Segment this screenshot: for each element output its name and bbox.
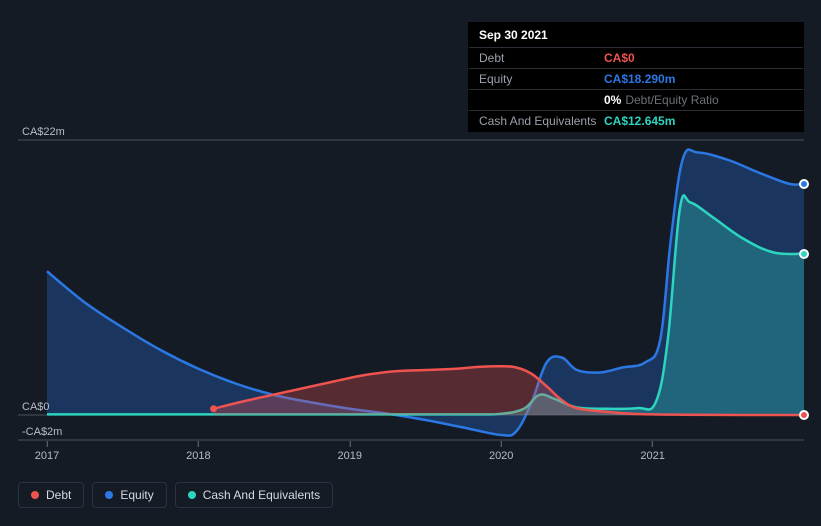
tooltip-label: Debt <box>479 51 604 65</box>
x-axis-tick: 2021 <box>640 441 664 462</box>
tooltip-row: DebtCA$0 <box>469 48 803 69</box>
y-axis-label: -CA$2m <box>22 426 62 438</box>
tooltip-row: Cash And EquivalentsCA$12.645m <box>469 111 803 131</box>
hover-marker-cash <box>799 249 809 259</box>
hover-marker-debt <box>799 410 809 420</box>
legend-label: Cash And Equivalents <box>203 488 320 502</box>
tooltip-value: 0%Debt/Equity Ratio <box>604 93 719 107</box>
tooltip-row: 0%Debt/Equity Ratio <box>469 90 803 111</box>
debt-dot-icon <box>31 491 39 499</box>
legend-label: Debt <box>46 488 71 502</box>
y-axis-label: CA$22m <box>22 126 65 138</box>
equity-dot-icon <box>105 491 113 499</box>
legend-item-debt[interactable]: Debt <box>18 482 84 508</box>
hover-marker-equity <box>799 179 809 189</box>
tooltip-value: CA$0 <box>604 51 635 65</box>
tooltip-row: EquityCA$18.290m <box>469 69 803 90</box>
tooltip-value: CA$12.645m <box>604 114 675 128</box>
tooltip-label: Equity <box>479 72 604 86</box>
tooltip-label: Cash And Equivalents <box>479 114 604 128</box>
legend-item-cash[interactable]: Cash And Equivalents <box>175 482 333 508</box>
x-axis-tick: 2018 <box>186 441 210 462</box>
legend-item-equity[interactable]: Equity <box>92 482 166 508</box>
y-axis-label: CA$0 <box>22 401 50 413</box>
cash-dot-icon <box>188 491 196 499</box>
tooltip-header: Sep 30 2021 <box>469 23 803 48</box>
tooltip: Sep 30 2021DebtCA$0EquityCA$18.290m0%Deb… <box>468 22 804 132</box>
tooltip-value: CA$18.290m <box>604 72 675 86</box>
x-axis-tick: 2017 <box>35 441 59 462</box>
tooltip-label <box>479 93 604 107</box>
x-axis-tick: 2019 <box>338 441 362 462</box>
x-axis-tick: 2020 <box>489 441 513 462</box>
legend: Debt Equity Cash And Equivalents <box>18 482 333 508</box>
legend-label: Equity <box>120 488 153 502</box>
